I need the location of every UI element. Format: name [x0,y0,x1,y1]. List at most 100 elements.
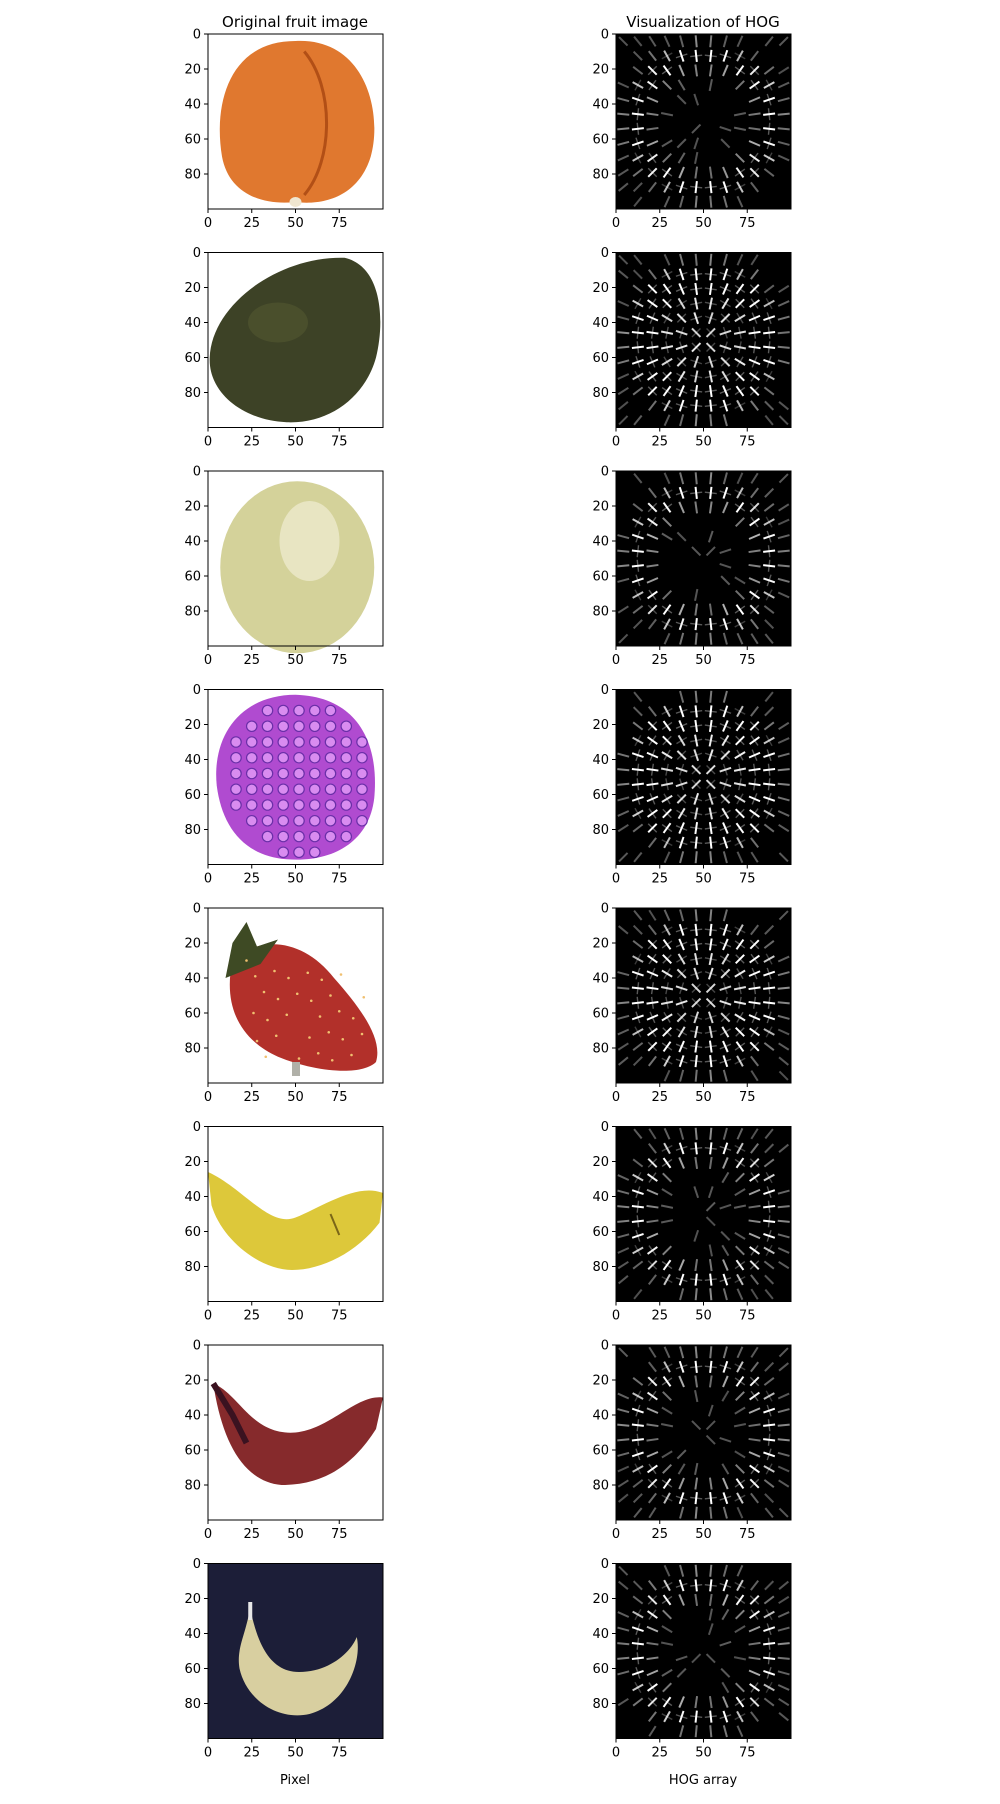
hog-cell [661,168,673,177]
hog-cell [694,268,698,281]
hog-cell [690,491,703,495]
y-tick-label: 40 [184,316,201,331]
hog-cell [706,342,716,353]
hog-cell [709,1069,713,1082]
fruit-body [229,944,378,1071]
hog-cell [694,1258,699,1272]
hog-cell [646,126,659,131]
hog-cell [709,851,713,864]
hog-cell [763,1656,776,1660]
hog-cell [662,1391,672,1401]
hog-cell [722,1725,728,1738]
drupelet [308,846,321,859]
hog-cell [646,345,659,350]
hog-cell [765,516,773,528]
hog-cell [617,154,630,162]
x-tick-label: 75 [331,872,348,887]
hog-cell [709,1725,713,1738]
hog-cell [631,752,644,758]
hog-cell [708,1375,713,1388]
drupelet [261,814,274,827]
hog-cell [705,1216,716,1227]
hog-cell [748,1625,761,1633]
drupelet [293,799,305,811]
hog-cell [778,1697,790,1707]
hog-cell [662,590,672,600]
hog-cell [646,782,659,787]
hog-cell [648,808,657,819]
hog-cell [646,1669,659,1677]
hog-cell [749,1464,761,1474]
hog-cell [721,1608,730,1621]
hog-cell [632,1479,644,1489]
hog-cell [691,546,702,557]
hog-cell [694,719,699,733]
hog-cell [617,1189,630,1195]
hog-cell [734,1625,746,1634]
y-tick-label: 20 [184,1374,201,1389]
hog-cell [778,284,790,294]
y-tick-label: 0 [193,902,201,917]
hog-cell [635,1229,641,1242]
hog-cell [777,577,790,583]
hog-cell [722,1696,729,1708]
hog-cell [690,710,703,713]
hog-cell [763,359,776,365]
hog-cell [690,928,703,932]
hog-cell [734,926,746,934]
y-tick-label: 40 [184,1190,201,1205]
hog-cell [675,781,688,788]
y-tick-label: 0 [193,1339,201,1354]
hog-cell [691,327,702,338]
hog-cell [661,1450,673,1459]
hog-cell [766,355,772,368]
x-tick-label: 0 [612,435,620,450]
hog-cell [650,982,654,995]
hog-cell [708,1608,713,1621]
hog-cell [647,924,657,936]
hog-cell [617,1260,629,1270]
hog-cell [617,605,629,614]
hog-cell [750,953,759,965]
hog-cell [646,563,659,568]
fruit-crease [303,50,328,196]
hog-cell [631,140,644,147]
hog-cell [691,1420,702,1431]
hog-cell [693,355,700,368]
hog-cell [617,1465,630,1473]
hog-cell [676,1028,688,1036]
y-tick-label: 60 [184,788,201,803]
hog-cell [661,1188,673,1197]
fruit-body [208,1172,383,1270]
hog-cell [709,486,713,499]
hog-cell [766,1404,772,1417]
hog-cell [765,152,773,164]
hog-cell [736,472,744,485]
seed [320,978,324,982]
hog-cell [694,151,699,165]
hog-cell [735,371,745,382]
hog-cell [734,66,746,75]
hog-cell [719,941,732,948]
hog-cell [618,182,629,192]
hog-cell [693,1186,700,1199]
hog-cell [633,1507,643,1518]
hog-cell [694,1069,698,1082]
hog-cell [632,1158,644,1168]
hog-cell [662,735,672,746]
hog-cell [708,297,713,310]
hog-cell [690,301,703,306]
hog-cell [647,837,657,848]
hog-cell [646,1625,659,1633]
hog-cell [679,982,685,995]
hog-cell [705,546,716,557]
hog-cell [763,564,776,568]
hog-cell [704,1147,717,1150]
y-tick-label: 0 [601,683,609,698]
hog-cell [679,851,685,864]
hog-cell [722,1375,729,1388]
hog-cell [679,778,685,791]
y-tick-label: 20 [184,281,201,296]
drupelet [324,704,337,717]
